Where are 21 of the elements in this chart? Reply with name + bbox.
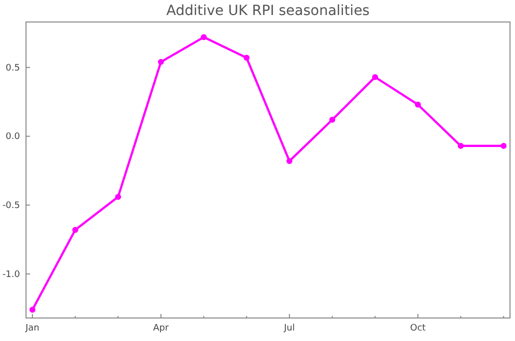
point [115, 194, 122, 200]
y-tick-label: -0.5 [2, 200, 20, 211]
x-tick-label: Jan [24, 323, 40, 334]
point [158, 58, 164, 65]
point [329, 116, 336, 123]
chart-title: Additive UK RPI seasonalities [166, 3, 370, 19]
point [244, 54, 250, 61]
point [72, 226, 78, 233]
point [200, 34, 207, 40]
point [372, 74, 378, 80]
x-tick-label: Oct [410, 323, 426, 334]
point [29, 306, 36, 313]
y-tick-label: -1.0 [2, 270, 20, 280]
y-tick-label: 0.5 [6, 63, 20, 74]
y-tick-label: 0.0 [6, 132, 20, 142]
point [500, 142, 507, 149]
point [286, 158, 292, 164]
x-tick-label: Apr [153, 323, 169, 334]
point [458, 142, 464, 149]
point [414, 102, 421, 108]
x-tick-label: Jul [282, 323, 295, 334]
